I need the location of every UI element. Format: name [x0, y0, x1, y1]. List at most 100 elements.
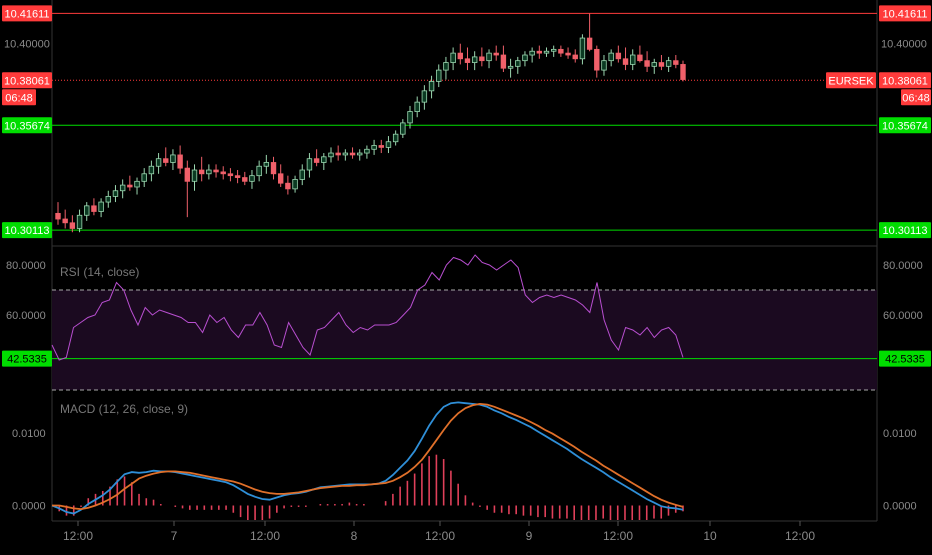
candle-body	[357, 152, 363, 156]
candle-body	[586, 37, 593, 50]
countdown-tag-left: 06:48	[2, 89, 36, 106]
candle-body	[565, 52, 571, 56]
candle	[163, 147, 169, 167]
candle	[62, 209, 68, 229]
candle-body	[112, 190, 119, 197]
candle-body	[400, 122, 406, 135]
candle	[342, 149, 349, 161]
candle-body	[651, 62, 657, 67]
price-tag-right-text: 10.38061	[882, 75, 928, 87]
candle	[184, 160, 191, 218]
candle-body	[658, 62, 665, 67]
candle	[177, 145, 183, 174]
candle-body	[637, 54, 643, 62]
candle	[522, 51, 528, 67]
candle	[84, 202, 90, 221]
candle	[457, 43, 463, 65]
candle	[270, 156, 277, 180]
candle	[292, 175, 298, 193]
candle-body	[227, 173, 234, 177]
candle-body	[507, 65, 514, 69]
candle-body	[622, 58, 629, 65]
candle	[658, 55, 665, 71]
candle-body	[206, 169, 212, 175]
candle	[364, 145, 370, 159]
price-tag-left-text: 10.38061	[4, 75, 50, 87]
candle-body	[328, 152, 334, 158]
candle	[213, 164, 219, 178]
candle	[134, 177, 140, 195]
candle	[285, 175, 291, 195]
candle	[278, 164, 284, 187]
price-tag-right-text: 10.41611	[882, 8, 927, 20]
candle-body	[155, 158, 162, 167]
candle	[234, 170, 241, 184]
candle	[242, 171, 248, 186]
candle	[400, 119, 406, 138]
symbol-tag: EURSEK	[826, 72, 876, 89]
price-tag-right-text: 10.30113	[882, 225, 927, 237]
time-tick-label: 12:00	[250, 529, 280, 543]
candle	[69, 215, 76, 233]
candle	[673, 55, 679, 69]
macd-tick-label: 0.0000	[883, 500, 917, 512]
candle-body	[163, 158, 169, 163]
candle	[515, 56, 521, 74]
candle-body	[486, 52, 492, 62]
candle	[493, 45, 499, 61]
candle-body	[572, 54, 578, 60]
candle-body	[392, 133, 399, 143]
time-tick-label: 7	[171, 529, 178, 543]
candle	[155, 153, 162, 174]
candle	[644, 51, 650, 72]
candle-body	[594, 48, 600, 71]
candle	[421, 85, 428, 110]
time-tick-label: 8	[351, 529, 358, 543]
candle	[148, 160, 155, 182]
candle-body	[263, 162, 270, 167]
macd-line	[51, 401, 684, 515]
candle	[335, 145, 341, 161]
candle	[651, 58, 657, 74]
rsi-tag-right: 42.5335	[879, 350, 931, 367]
candle	[450, 47, 456, 71]
candle	[378, 139, 384, 154]
candle-body	[464, 58, 471, 63]
candle-body	[119, 184, 126, 192]
candle-body	[177, 154, 183, 169]
candle	[191, 164, 198, 191]
candle	[594, 45, 600, 78]
rsi-title: RSI (14, close)	[60, 265, 139, 279]
rsi-band-fill	[52, 290, 877, 390]
candle-body	[134, 180, 140, 188]
candle	[436, 64, 442, 88]
candle	[565, 47, 571, 59]
candle-body	[450, 52, 456, 63]
candle	[249, 170, 255, 189]
price-tag-left: 10.35674	[2, 117, 52, 134]
time-tick-label: 12:00	[785, 529, 815, 543]
candle	[306, 153, 313, 178]
rsi-tag-left-text: 42.5335	[7, 354, 47, 366]
time-tick-label: 9	[526, 529, 533, 543]
candle-body	[306, 158, 313, 171]
candle-body	[91, 205, 97, 212]
candle-body	[515, 60, 521, 67]
candle-body	[493, 52, 499, 56]
candle	[500, 45, 507, 72]
candle	[615, 45, 622, 63]
candle-body	[198, 169, 205, 175]
candle	[227, 168, 234, 182]
candle	[507, 58, 514, 78]
candle-body	[615, 52, 622, 60]
candle	[385, 136, 392, 154]
candle-body	[428, 81, 435, 92]
countdown-tag-right: 06:48	[901, 89, 931, 106]
candle-body	[234, 175, 241, 178]
candle	[479, 47, 485, 67]
countdown-tag-right-text: 06:48	[902, 92, 930, 104]
candle	[601, 55, 607, 76]
rsi-tick-label: 80.0000	[6, 260, 46, 272]
candle-body	[414, 101, 420, 112]
